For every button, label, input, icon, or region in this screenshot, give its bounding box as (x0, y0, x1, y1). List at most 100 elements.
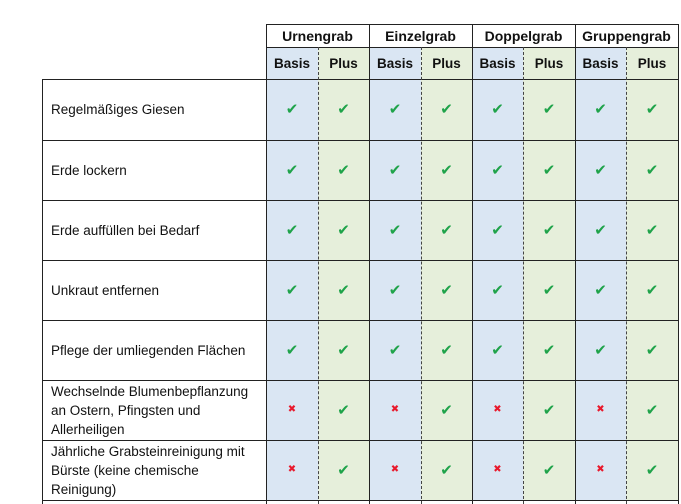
table-rule (42, 79, 43, 504)
checkmark-icon: ✔ (491, 101, 504, 118)
checkmark-icon: ✔ (645, 281, 659, 299)
plus-column-header: Plus (523, 47, 575, 79)
checkmark-icon: ✔ (337, 401, 350, 419)
check-cell: ✔ (318, 440, 369, 500)
service-label: Erde lockern (51, 162, 127, 178)
check-cell: ✔ (575, 200, 626, 260)
check-cell: ✔ (318, 140, 369, 200)
checkmark-icon: ✔ (440, 161, 453, 179)
checkmark-icon: ✔ (645, 401, 659, 419)
checkmark-icon: ✔ (388, 341, 402, 359)
check-cell: ✔ (318, 320, 369, 380)
checkmark-icon: ✔ (285, 161, 299, 179)
table-rule (523, 47, 524, 504)
cross-icon: ✖ (493, 464, 502, 475)
checkmark-icon: ✔ (594, 161, 607, 179)
checkmark-icon: ✔ (337, 221, 350, 239)
check-cell: ✔ (266, 200, 318, 260)
checkmark-icon: ✔ (542, 341, 556, 359)
grave-type-header: Gruppengrab (582, 27, 671, 44)
checkmark-icon: ✔ (542, 101, 556, 118)
check-cell: ✔ (575, 320, 626, 380)
basis-column-header: Basis (369, 47, 421, 79)
checkmark-icon: ✔ (594, 341, 607, 359)
check-cell: ✔ (626, 320, 678, 380)
checkmark-icon: ✔ (542, 461, 556, 479)
check-cell: ✔ (575, 140, 626, 200)
cross-icon: ✖ (287, 404, 297, 415)
plus-column-header: Plus (626, 47, 678, 79)
cross-cell: ✖ (575, 440, 626, 500)
cross-cell: ✖ (266, 380, 318, 440)
cross-icon: ✖ (596, 464, 605, 475)
cross-icon: ✖ (596, 404, 605, 415)
grave-type-header: Urnengrab (282, 27, 353, 44)
checkmark-icon: ✔ (388, 101, 402, 118)
grave-type-header: Einzelgrab (385, 27, 456, 44)
checkmark-icon: ✔ (491, 341, 504, 359)
table-rule (42, 260, 678, 261)
checkmark-icon: ✔ (337, 161, 350, 179)
cross-icon: ✖ (287, 464, 297, 475)
check-cell: ✔ (369, 200, 421, 260)
checkmark-icon: ✔ (337, 461, 350, 479)
checkmark-icon: ✔ (440, 101, 453, 118)
check-cell: ✔ (575, 79, 626, 140)
check-cell: ✔ (472, 79, 523, 140)
checkmark-icon: ✔ (542, 401, 556, 419)
check-cell: ✔ (421, 440, 472, 500)
check-cell: ✔ (369, 79, 421, 140)
checkmark-icon: ✔ (542, 161, 556, 179)
check-cell: ✔ (318, 200, 369, 260)
table-rule (42, 440, 678, 441)
checkmark-icon: ✔ (645, 101, 659, 118)
cross-icon: ✖ (390, 464, 400, 475)
checkmark-icon: ✔ (337, 341, 350, 359)
check-cell: ✔ (421, 79, 472, 140)
check-cell: ✔ (318, 260, 369, 320)
checkmark-icon: ✔ (491, 161, 504, 179)
table-rule (575, 24, 576, 504)
checkmark-icon: ✔ (594, 101, 607, 118)
check-cell: ✔ (523, 440, 575, 500)
check-cell: ✔ (369, 320, 421, 380)
grave-type-header: Doppelgrab (484, 27, 563, 44)
cross-icon: ✖ (493, 404, 502, 415)
checkmark-icon: ✔ (440, 461, 453, 479)
cross-cell: ✖ (575, 380, 626, 440)
checkmark-icon: ✔ (645, 221, 659, 239)
checkmark-icon: ✔ (388, 221, 402, 239)
table-rule (266, 24, 267, 504)
check-cell: ✔ (369, 260, 421, 320)
plus-column-header: Plus (421, 47, 472, 79)
table-rule (42, 320, 678, 321)
table-rule (678, 24, 679, 504)
table-rule (472, 24, 473, 504)
check-cell: ✔ (421, 380, 472, 440)
check-cell: ✔ (626, 440, 678, 500)
service-label: Jährliche Grabsteinreinigung mit Bürste … (51, 443, 245, 497)
table-rule (421, 47, 422, 504)
check-cell: ✔ (575, 260, 626, 320)
checkmark-icon: ✔ (337, 101, 350, 118)
plus-column-header: Plus (318, 47, 369, 79)
check-cell: ✔ (421, 140, 472, 200)
checkmark-icon: ✔ (594, 281, 607, 299)
checkmark-icon: ✔ (542, 281, 556, 299)
table-rule (42, 380, 678, 381)
check-cell: ✔ (523, 140, 575, 200)
basis-column-header: Basis (266, 47, 318, 79)
checkmark-icon: ✔ (388, 281, 402, 299)
check-cell: ✔ (266, 140, 318, 200)
table-rule (42, 79, 678, 80)
cross-icon: ✖ (390, 404, 400, 415)
table-rule (369, 24, 370, 504)
checkmark-icon: ✔ (491, 221, 504, 239)
cross-cell: ✖ (369, 440, 421, 500)
checkmark-icon: ✔ (285, 281, 299, 299)
checkmark-icon: ✔ (645, 341, 659, 359)
check-cell: ✔ (523, 380, 575, 440)
checkmark-icon: ✔ (440, 341, 453, 359)
check-cell: ✔ (472, 320, 523, 380)
